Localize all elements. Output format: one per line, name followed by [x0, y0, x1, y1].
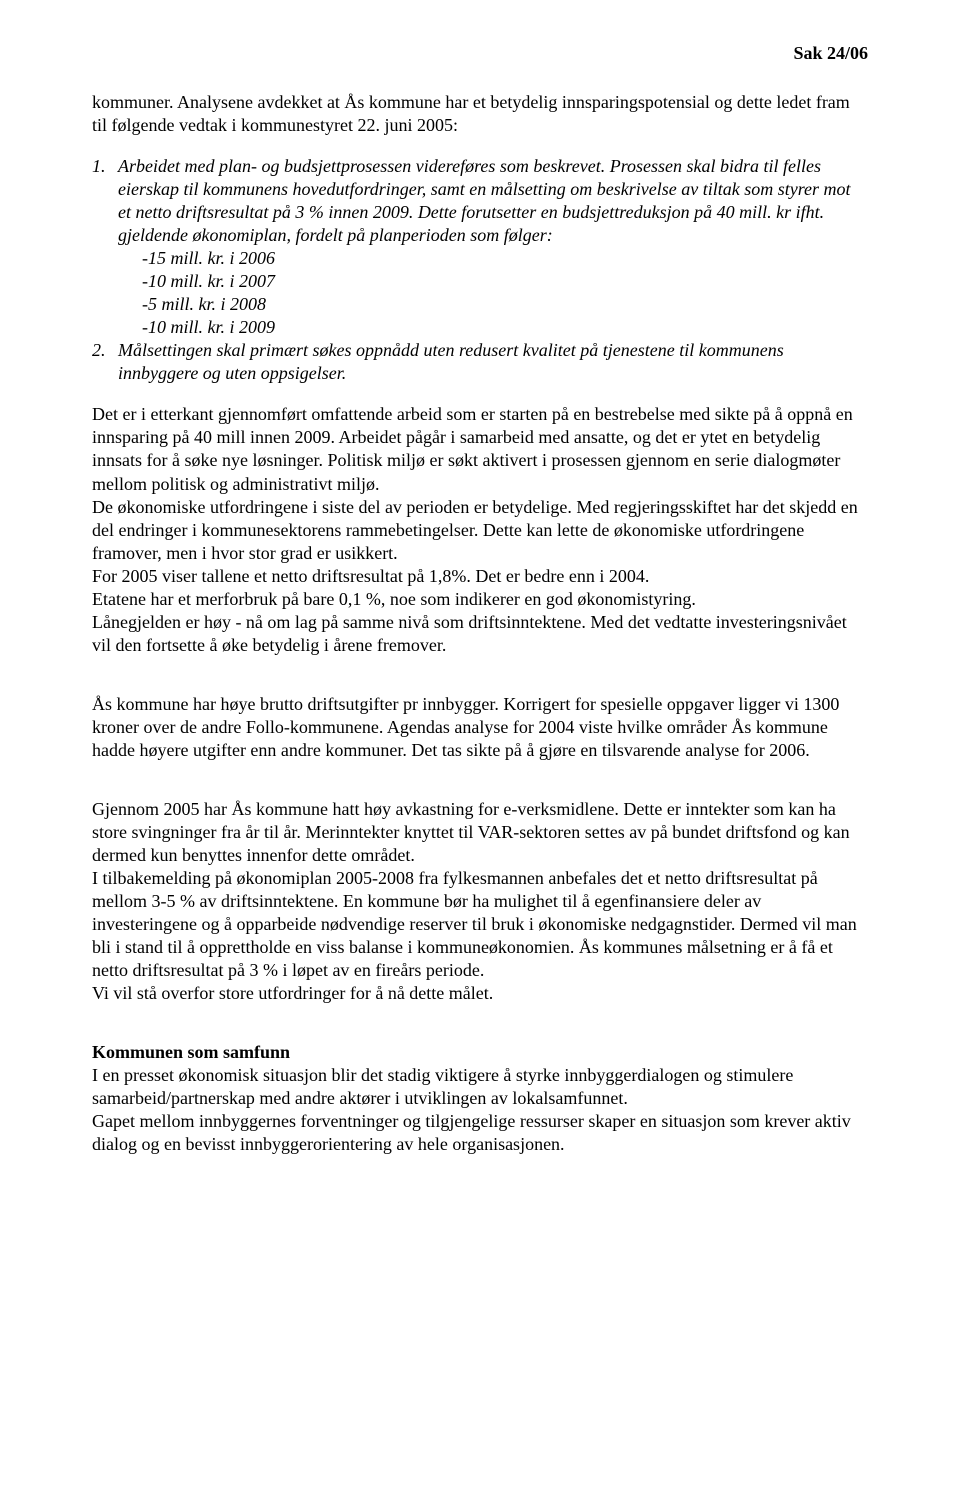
resolution-item-1-text: Arbeidet med plan- og budsjettprosessen … [118, 155, 868, 247]
intro-paragraph: kommuner. Analysene avdekket at Ås kommu… [92, 91, 868, 137]
resolution-item-2-text: Målsettingen skal primært søkes oppnådd … [118, 339, 868, 385]
body-paragraph-6: Ås kommune har høye brutto driftsutgifte… [92, 693, 868, 762]
body-paragraph-4: Etatene har et merforbruk på bare 0,1 %,… [92, 588, 868, 611]
resolution-item-1-number: 1. [92, 155, 118, 247]
resolution-bullet-2: -5 mill. kr. i 2008 [92, 293, 868, 316]
resolution-bullet-0: -15 mill. kr. i 2006 [92, 247, 868, 270]
body-paragraph-8: I tilbakemelding på økonomiplan 2005-200… [92, 867, 868, 982]
resolution-item-1: 1. Arbeidet med plan- og budsjettprosess… [92, 155, 868, 247]
document-page: Sak 24/06 kommuner. Analysene avdekket a… [0, 0, 960, 1488]
section2-paragraph-1: I en presset økonomisk situasjon blir de… [92, 1064, 868, 1110]
resolution-item-2-number: 2. [92, 339, 118, 385]
body-paragraph-9: Vi vil stå overfor store utfordringer fo… [92, 982, 868, 1005]
body-paragraph-5: Lånegjelden er høy - nå om lag på samme … [92, 611, 868, 657]
body-paragraph-7: Gjennom 2005 har Ås kommune hatt høy avk… [92, 798, 868, 867]
body-paragraph-1: Det er i etterkant gjennomført omfattend… [92, 403, 868, 495]
section-heading: Kommunen som samfunn [92, 1041, 868, 1064]
body-paragraph-2: De økonomiske utfordringene i siste del … [92, 496, 868, 565]
body-paragraph-3: For 2005 viser tallene et netto driftsre… [92, 565, 868, 588]
resolution-bullet-1: -10 mill. kr. i 2007 [92, 270, 868, 293]
resolution-bullet-3: -10 mill. kr. i 2009 [92, 316, 868, 339]
section2-paragraph-2: Gapet mellom innbyggernes forventninger … [92, 1110, 868, 1156]
resolution-item-2: 2. Målsettingen skal primært søkes oppnå… [92, 339, 868, 385]
case-reference-header: Sak 24/06 [92, 42, 868, 65]
